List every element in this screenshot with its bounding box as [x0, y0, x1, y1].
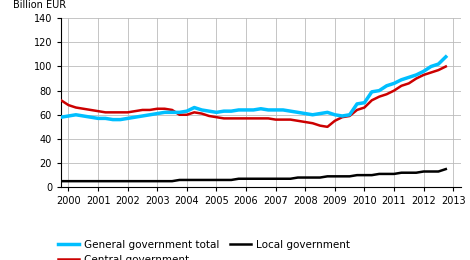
Legend: General government total, Central government, Local government: General government total, Central govern… — [58, 240, 350, 260]
Text: Billion EUR: Billion EUR — [13, 0, 66, 10]
